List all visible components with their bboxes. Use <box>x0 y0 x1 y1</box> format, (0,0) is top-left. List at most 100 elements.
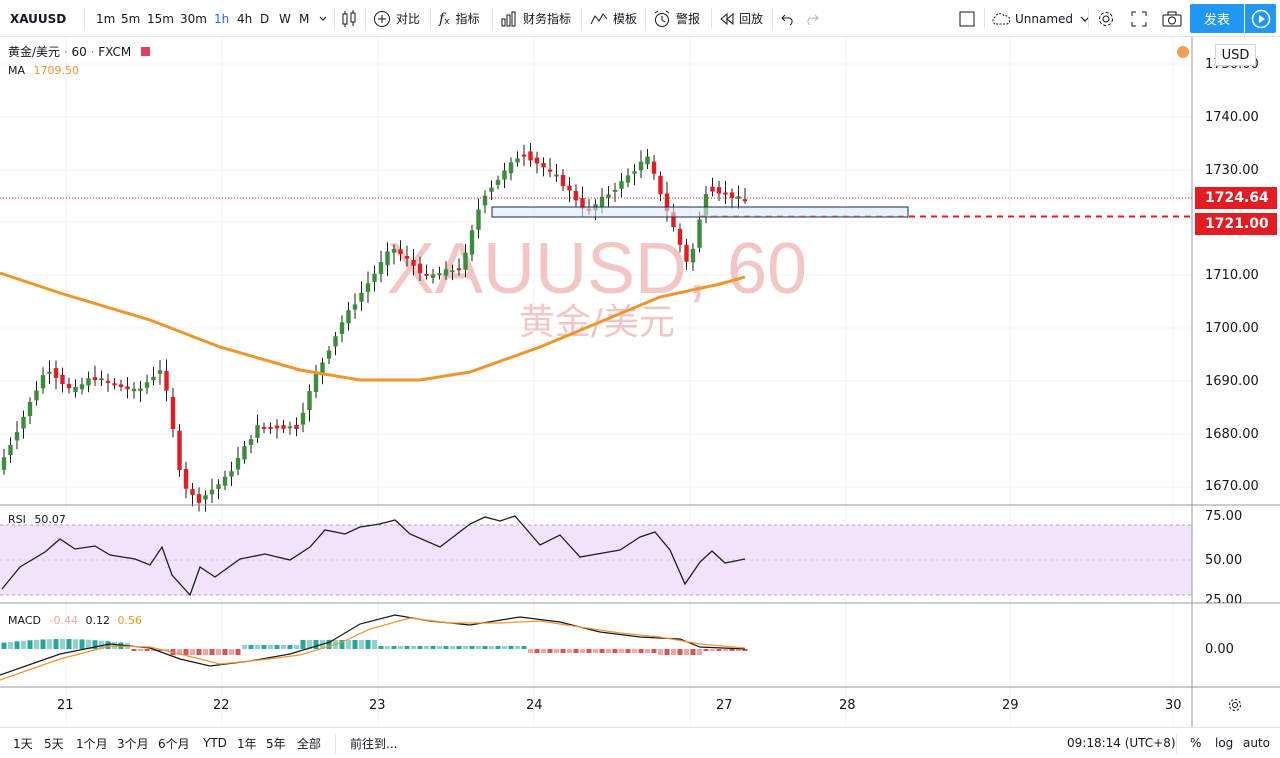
range-6m[interactable]: 6个月 <box>158 736 190 751</box>
range-5y[interactable]: 5年 <box>266 736 286 751</box>
time-tick: 27 <box>716 698 733 713</box>
log-toggle[interactable]: log <box>1215 736 1234 750</box>
price-tick: 1710.00 <box>1205 268 1259 283</box>
undo-icon <box>781 14 793 25</box>
fullscreen-checkbox[interactable] <box>959 0 975 37</box>
range-1d[interactable]: 1天 <box>13 736 33 751</box>
financials-label: 财务指标 <box>523 12 572 26</box>
camera-icon <box>1162 11 1182 26</box>
plus-circle-icon <box>374 10 390 27</box>
indicators-label: 指标 <box>455 12 480 26</box>
interval-1h[interactable]: 1h <box>214 11 230 26</box>
snapshot-button[interactable] <box>1162 0 1182 37</box>
axis-settings-button[interactable] <box>1227 697 1243 717</box>
interval-4h[interactable]: 4h <box>237 11 253 26</box>
candles-icon <box>342 9 356 27</box>
time-tick: 22 <box>213 698 230 713</box>
alert-button[interactable]: 警报 <box>653 0 700 37</box>
time-tick: 24 <box>526 698 543 713</box>
time-tick: 23 <box>369 698 386 713</box>
symbol-search[interactable]: XAUUSD <box>10 11 67 26</box>
ma-label: MA <box>8 64 26 77</box>
range-1m[interactable]: 1个月 <box>76 736 108 751</box>
range-1y[interactable]: 1年 <box>237 736 257 751</box>
legend-interval: 60 <box>71 45 87 59</box>
percent-toggle[interactable]: % <box>1190 736 1202 750</box>
macd-histogram <box>1 639 748 655</box>
rsi-line <box>1 515 746 597</box>
layout-menu[interactable]: Unnamed <box>990 0 1091 37</box>
expand-icon <box>1131 11 1147 26</box>
play-button[interactable] <box>1245 4 1276 33</box>
divider <box>335 733 336 754</box>
rsi-label: RSI <box>8 513 26 526</box>
divider <box>84 8 85 29</box>
bar-chart-icon <box>501 11 516 26</box>
price-chart[interactable]: XAUUSD, 60 黄金/美元 <box>0 37 1280 727</box>
price-rectangle-drawing[interactable] <box>491 206 909 218</box>
interval-1m[interactable]: 1m <box>96 11 116 26</box>
divider <box>430 8 431 29</box>
gear-icon <box>1229 699 1241 711</box>
candlestick-series <box>1 143 748 512</box>
function-icon-sub: x <box>444 16 450 27</box>
price-tick: 1730.00 <box>1205 163 1259 178</box>
legend-name: 黄金/美元 · 60 · FXCM <box>8 43 151 60</box>
financials-button[interactable]: 财务指标 <box>501 0 571 37</box>
divider <box>365 8 366 29</box>
fullscreen-button[interactable] <box>1131 0 1147 37</box>
ma-line <box>0 271 746 382</box>
flag-icon[interactable] <box>141 47 151 56</box>
divider <box>334 8 335 29</box>
auto-toggle[interactable]: auto <box>1243 736 1271 750</box>
ma-value: 1709.50 <box>33 64 80 77</box>
settings-button[interactable] <box>1097 0 1115 37</box>
rewind-icon <box>720 12 734 25</box>
signal-line <box>0 617 746 681</box>
range-5d[interactable]: 5天 <box>44 736 64 751</box>
replay-button[interactable]: 回放 <box>720 0 763 37</box>
interval-dropdown[interactable] <box>318 0 328 37</box>
divider <box>772 8 773 29</box>
chart-type-button[interactable] <box>341 0 357 37</box>
time-tick: 29 <box>1002 698 1019 713</box>
range-all[interactable]: 全部 <box>297 736 322 751</box>
divider <box>984 8 985 29</box>
currency-label[interactable]: USD <box>1215 44 1256 66</box>
alert-price-label[interactable]: 1721.00 <box>1195 213 1277 235</box>
undo-button[interactable] <box>781 0 795 37</box>
compare-label: 对比 <box>396 12 421 26</box>
clock-timezone[interactable]: 09:18:14 (UTC+8) <box>1067 736 1176 750</box>
interval-15m[interactable]: 15m <box>147 11 174 26</box>
range-3m[interactable]: 3个月 <box>117 736 149 751</box>
cloud-icon <box>992 12 1011 24</box>
replay-label: 回放 <box>739 12 764 26</box>
rsi-value: 50.07 <box>34 513 66 526</box>
compare-button[interactable]: 对比 <box>373 0 420 37</box>
goto-date-button[interactable]: 前往到... <box>350 736 398 751</box>
price-tick: 1740.00 <box>1205 110 1259 125</box>
chevron-down-icon <box>319 16 327 21</box>
templates-button[interactable]: 模板 <box>590 0 637 37</box>
divider <box>581 8 582 29</box>
interval-w[interactable]: W <box>279 11 291 26</box>
range-ytd[interactable]: YTD <box>203 736 227 750</box>
time-tick: 21 <box>57 698 74 713</box>
gear-icon <box>1099 11 1113 26</box>
event-marker-icon[interactable] <box>1177 46 1189 58</box>
chevron-down-icon <box>1080 16 1090 22</box>
play-circle-icon <box>1251 9 1270 28</box>
time-tick: 30 <box>1165 698 1182 713</box>
interval-d[interactable]: D <box>260 11 270 26</box>
interval-m[interactable]: M <box>299 11 310 26</box>
publish-button[interactable]: 发表 <box>1190 4 1244 33</box>
alarm-clock-icon <box>654 10 670 27</box>
macd-line <box>0 614 746 676</box>
function-icon: f <box>439 10 445 27</box>
divider <box>492 8 493 29</box>
alert-label: 警报 <box>676 12 701 26</box>
redo-button[interactable] <box>805 0 819 37</box>
interval-30m[interactable]: 30m <box>180 11 207 26</box>
interval-5m[interactable]: 5m <box>121 11 141 26</box>
